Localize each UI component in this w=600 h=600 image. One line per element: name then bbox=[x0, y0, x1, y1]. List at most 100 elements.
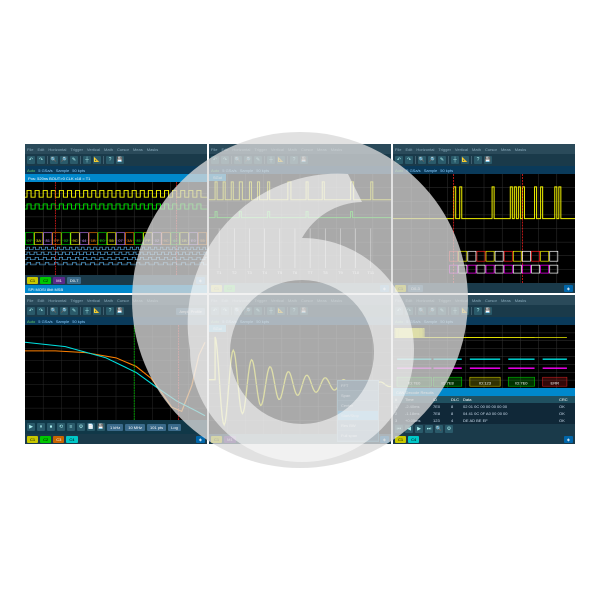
undo-button[interactable]: ↶ bbox=[27, 156, 35, 164]
transport-button[interactable]: ▶ bbox=[27, 423, 35, 431]
menu-item[interactable]: Masks bbox=[515, 147, 527, 152]
menu-item[interactable]: Vertical bbox=[271, 298, 284, 303]
menu-item[interactable]: Meas bbox=[501, 298, 511, 303]
channel-chip[interactable]: C4 bbox=[408, 436, 419, 443]
zoom-button[interactable]: 🔍 bbox=[234, 307, 242, 315]
transport-button[interactable]: ⏹ bbox=[47, 423, 55, 431]
help-button[interactable]: ? bbox=[106, 156, 114, 164]
zoom-button[interactable]: 🔍 bbox=[50, 156, 58, 164]
save-button[interactable]: 💾 bbox=[300, 156, 308, 164]
zoom-button[interactable]: 🔍 bbox=[418, 156, 426, 164]
channel-chip[interactable]: C1 bbox=[395, 436, 406, 443]
save-button[interactable]: 💾 bbox=[116, 307, 124, 315]
menu-item[interactable]: Masks bbox=[515, 298, 527, 303]
channel-chip[interactable]: C1 bbox=[27, 436, 38, 443]
waveform-area[interactable]: ID:7E0ID:7E8ID:123ID:7E0ERR bbox=[393, 325, 575, 388]
menu-item[interactable]: Math bbox=[288, 298, 297, 303]
help-button[interactable]: ? bbox=[290, 307, 298, 315]
undo-button[interactable]: ↶ bbox=[27, 307, 35, 315]
menu-item[interactable]: Edit bbox=[405, 298, 412, 303]
menu-item[interactable]: Trigger bbox=[438, 298, 451, 303]
cursor-button[interactable]: ┼ bbox=[83, 307, 91, 315]
waveform-area[interactable] bbox=[393, 174, 575, 283]
cursor-button[interactable]: ┼ bbox=[83, 156, 91, 164]
undo-button[interactable]: ↶ bbox=[395, 307, 403, 315]
menu-item[interactable]: File bbox=[395, 298, 401, 303]
table-control-button[interactable]: ◀ bbox=[405, 425, 413, 433]
transport-button[interactable]: ⟲ bbox=[57, 423, 65, 431]
measure-button[interactable]: 📐 bbox=[277, 156, 285, 164]
menu-item[interactable]: File bbox=[27, 147, 33, 152]
menu-item[interactable]: Meas bbox=[133, 298, 143, 303]
help-button[interactable]: ? bbox=[290, 156, 298, 164]
right-tab[interactable]: Ampl. Profile bbox=[176, 308, 205, 315]
search-button[interactable]: 🔎 bbox=[244, 307, 252, 315]
menu-item[interactable]: Trigger bbox=[254, 147, 267, 152]
menu-item[interactable]: Horizontal bbox=[48, 298, 66, 303]
menu-item[interactable]: Cursor bbox=[117, 298, 129, 303]
cursor-button[interactable]: ┼ bbox=[267, 156, 275, 164]
menubar[interactable]: FileEditHorizontalTriggerVerticalMathCur… bbox=[393, 295, 575, 305]
transport-button[interactable]: ⏸ bbox=[37, 423, 45, 431]
channel-chip[interactable]: M1 bbox=[53, 277, 65, 284]
menu-item[interactable]: Horizontal bbox=[416, 147, 434, 152]
menu-item[interactable]: Math bbox=[104, 147, 113, 152]
menubar[interactable]: FileEditHorizontalTriggerVerticalMathCur… bbox=[25, 144, 207, 154]
save-button[interactable]: 💾 bbox=[116, 156, 124, 164]
save-button[interactable]: 💾 bbox=[300, 307, 308, 315]
table-control-button[interactable]: ▶ bbox=[415, 425, 423, 433]
help-button[interactable]: ? bbox=[474, 156, 482, 164]
menu-item[interactable]: Math bbox=[472, 298, 481, 303]
waveform-area[interactable]: 073A81FF029C441BE055073A81FF029C441BE055 bbox=[25, 182, 207, 275]
decode-table-header[interactable]: CAN Decode Results bbox=[393, 388, 575, 396]
transport-button[interactable]: 📄 bbox=[87, 423, 95, 431]
redo-button[interactable]: ↷ bbox=[221, 307, 229, 315]
param-field[interactable]: 1 kHz bbox=[107, 424, 123, 431]
fft-popup[interactable]: FFTSpanCenterStart/StopRes BWFull span bbox=[337, 380, 379, 442]
menu-item[interactable]: Vertical bbox=[87, 298, 100, 303]
channel-chip[interactable]: C2 bbox=[40, 277, 51, 284]
channel-chip[interactable]: C1 bbox=[395, 285, 406, 292]
menu-item[interactable]: Masks bbox=[331, 147, 343, 152]
menu-item[interactable]: Math bbox=[104, 298, 113, 303]
measure-button[interactable]: 📐 bbox=[277, 307, 285, 315]
param-field[interactable]: 10 MHz bbox=[125, 424, 145, 431]
transport-button[interactable]: ⚙ bbox=[77, 423, 85, 431]
menu-item[interactable]: Vertical bbox=[87, 147, 100, 152]
annotate-button[interactable]: ✎ bbox=[254, 307, 262, 315]
help-button[interactable]: ? bbox=[474, 307, 482, 315]
param-field[interactable]: Log bbox=[168, 424, 181, 431]
channel-chip[interactable]: C1 bbox=[211, 436, 222, 443]
menu-item[interactable]: Horizontal bbox=[232, 147, 250, 152]
menubar[interactable]: FileEditHorizontalTriggerVerticalMathCur… bbox=[209, 295, 391, 305]
zoom-button[interactable]: 🔍 bbox=[418, 307, 426, 315]
menubar[interactable]: FileEditHorizontalTriggerVerticalMathCur… bbox=[393, 144, 575, 154]
redo-button[interactable]: ↷ bbox=[37, 156, 45, 164]
cursor-button[interactable]: ┼ bbox=[451, 307, 459, 315]
popup-item[interactable]: Full span bbox=[338, 431, 378, 441]
measure-button[interactable]: 📐 bbox=[461, 307, 469, 315]
channel-chip[interactable]: D0-7 bbox=[67, 277, 82, 284]
waveform-area[interactable]: SGuiFFTSpanCenterStart/StopRes BWFull sp… bbox=[209, 325, 391, 434]
redo-button[interactable]: ↷ bbox=[405, 156, 413, 164]
measure-button[interactable]: 📐 bbox=[93, 156, 101, 164]
menubar[interactable]: FileEditHorizontalTriggerVerticalMathCur… bbox=[25, 295, 207, 305]
menu-item[interactable]: Vertical bbox=[271, 147, 284, 152]
search-button[interactable]: 🔎 bbox=[428, 156, 436, 164]
popup-item[interactable]: Span bbox=[338, 391, 378, 401]
channel-chip[interactable]: C3 bbox=[53, 436, 64, 443]
cursor-button[interactable]: ┼ bbox=[267, 307, 275, 315]
menu-item[interactable]: Masks bbox=[147, 147, 159, 152]
menu-item[interactable]: Cursor bbox=[485, 147, 497, 152]
menu-item[interactable]: Horizontal bbox=[232, 298, 250, 303]
menu-item[interactable]: Trigger bbox=[254, 298, 267, 303]
side-tab[interactable]: SGui bbox=[209, 174, 226, 181]
channel-chip[interactable]: C4 bbox=[66, 436, 77, 443]
search-button[interactable]: 🔎 bbox=[60, 156, 68, 164]
menu-item[interactable]: Trigger bbox=[438, 147, 451, 152]
menu-item[interactable]: Meas bbox=[317, 298, 327, 303]
table-control-button[interactable]: ⏭ bbox=[425, 425, 433, 433]
menu-item[interactable]: Meas bbox=[133, 147, 143, 152]
redo-button[interactable]: ↷ bbox=[221, 156, 229, 164]
annotate-button[interactable]: ✎ bbox=[70, 156, 78, 164]
